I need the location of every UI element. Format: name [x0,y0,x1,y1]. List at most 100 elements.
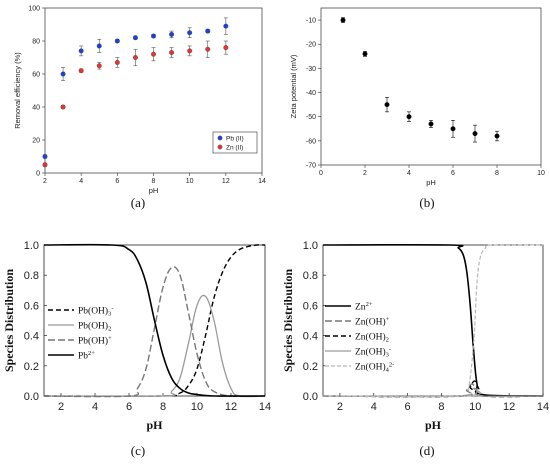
x-tick-label: 14 [537,401,549,413]
data-point [169,50,175,55]
legend-label: Pb(OH)2 [78,321,111,333]
y-tick-label: -20 [306,42,316,49]
x-axis-label: pH [425,418,442,432]
y-axis-label: Species Distribution [2,269,16,372]
data-point [472,131,478,137]
x-tick-label: 14 [259,401,271,413]
y-tick-label: 0.8 [303,270,318,282]
y-tick-label: 60 [32,72,40,79]
x-tick-label: 4 [371,401,377,413]
legend-label: Zn(OH)+ [355,316,390,328]
x-tick-label: 6 [451,170,455,177]
legend-label: Pb (II) [226,136,244,143]
data-point [187,30,193,36]
x-tick-label: 12 [225,401,237,413]
y-tick-label: 80 [32,39,40,46]
legend-marker [217,144,223,150]
x-tick-label: 8 [160,401,166,413]
y-tick-label: 0.8 [24,270,39,282]
panel-label: (c) [131,443,145,458]
data-point [42,154,48,159]
x-tick-label: 8 [495,170,499,177]
data-point [205,28,211,34]
plot-frame [320,7,542,166]
y-tick-label: 1.0 [303,240,318,252]
legend-label: Pb(OH)+ [78,335,112,347]
y-tick-label: 0.4 [24,331,39,343]
legend-label: Zn (II) [226,145,243,152]
y-tick-label: 0.4 [303,331,318,343]
y-tick-label: 0.0 [303,391,318,403]
x-tick-label: 6 [115,178,119,185]
panel-label: (d) [419,443,434,458]
x-tick-label: 14 [258,178,266,185]
series-line-pb-oh- [43,266,266,398]
data-point [362,51,368,57]
data-point [223,23,229,29]
y-tick-label: 0 [36,171,40,178]
x-tick-label: 4 [92,401,98,413]
x-tick-label: 12 [503,401,515,413]
x-tick-label: 6 [126,401,132,413]
data-point [151,33,156,39]
legend-label: Zn(OH)2 [355,332,389,344]
data-point [60,104,66,110]
data-point [450,126,456,132]
x-tick-label: 4 [79,178,83,185]
y-tick-label: 100 [28,6,40,13]
x-tick-label: 8 [152,178,156,185]
x-tick-label: 10 [469,401,481,413]
data-point [78,68,84,74]
chart-a: 2 4 6 8 10 12 14 0 20 40 60 80 100 pH Removal efficien… [13,6,266,211]
x-tick-label: 8 [438,401,444,413]
data-point [114,38,120,44]
y-tick-label: 0.2 [303,361,318,373]
y-tick-label: 20 [32,138,40,145]
x-tick-label: 10 [191,401,203,413]
data-point [96,43,102,49]
series-line-pb-oh-2 [43,294,266,398]
legend-label: Zn(OH)3- [355,347,391,359]
x-tick-label: 2 [363,170,367,177]
x-tick-label: 6 [405,401,411,413]
panel-label: (a) [131,195,145,210]
series-line-zn-oh-4-2- [322,244,544,398]
y-tick-label: 0.6 [303,300,318,312]
y-axis-label: Species Distribution [281,269,295,372]
y-axis-label: Zeta potential (mV) [289,54,298,118]
y-tick-label: -10 [306,18,316,25]
y-tick-label: 0.2 [24,361,39,373]
data-point [42,162,48,168]
panel-label: (b) [419,195,434,210]
x-axis-label: pH [149,186,159,195]
x-tick-label: 2 [337,401,343,413]
x-axis-label: pH [146,418,163,432]
series-zeta [340,17,500,143]
data-point [223,45,229,51]
data-point [60,71,66,77]
y-tick-label: -40 [306,90,316,97]
chart-c: 2 4 6 8 10 12 14 0.0 0.2 0.4 0.6 0.8 1.0 pH Species Di… [2,240,271,458]
data-point [494,133,500,139]
x-tick-label: 2 [43,178,47,185]
x-tick-label: 10 [186,178,194,185]
legend-label: Pb2+ [78,350,95,362]
chart-d: 2 4 6 8 10 12 14 0.0 0.2 0.4 0.6 0.8 1.0 pH Species Di… [281,240,549,458]
series-line-pb-oh-3- [43,244,266,397]
y-tick-label: 0.6 [24,300,39,312]
legend-marker [217,135,223,141]
series-line-zn-oh-2 [322,380,544,398]
legend-label: Zn(OH)42- [355,362,394,374]
x-tick-label: 0 [319,170,323,177]
y-tick-label: 0.0 [24,391,39,403]
y-tick-label: -50 [306,114,316,121]
data-point [384,102,390,108]
data-point [114,60,120,65]
data-point [96,63,102,69]
y-tick-label: 40 [32,105,40,112]
x-tick-label: 12 [222,178,230,185]
legend-box [212,131,258,154]
chart-b: 0 2 4 6 8 10 -10 -20 -30 -40 -50 -60 -70 pH Zeta poten… [289,7,545,210]
series-zn-ii- [42,40,229,168]
